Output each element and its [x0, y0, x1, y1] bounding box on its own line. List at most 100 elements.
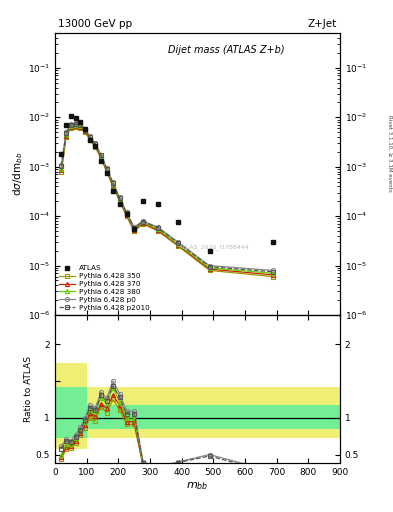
Pythia 6.428 p0	[110, 179, 115, 185]
Pythia 6.428 p0	[88, 133, 92, 139]
Pythia 6.428 p0	[83, 126, 88, 132]
Pythia 6.428 380	[59, 166, 64, 172]
Pythia 6.428 370	[124, 212, 129, 218]
Pythia 6.428 350	[88, 137, 92, 143]
Line: Pythia 6.428 p2010: Pythia 6.428 p2010	[59, 122, 275, 274]
Pythia 6.428 p2010	[93, 141, 97, 147]
Pythia 6.428 350	[124, 213, 129, 219]
Pythia 6.428 p2010	[104, 165, 109, 172]
ATLAS	[104, 170, 109, 176]
Pythia 6.428 370	[104, 167, 109, 173]
Text: Dijet mass (ATLAS Z+b): Dijet mass (ATLAS Z+b)	[168, 45, 284, 55]
Text: Z+Jet: Z+Jet	[308, 19, 337, 29]
Pythia 6.428 p0	[132, 224, 136, 230]
Pythia 6.428 p2010	[99, 152, 103, 158]
Pythia 6.428 370	[110, 182, 115, 188]
Pythia 6.428 p2010	[73, 121, 78, 127]
Pythia 6.428 p2010	[88, 134, 92, 140]
ATLAS	[93, 143, 97, 150]
Pythia 6.428 p2010	[64, 130, 68, 136]
Line: ATLAS: ATLAS	[59, 114, 275, 253]
ATLAS	[207, 248, 212, 254]
Pythia 6.428 p0	[104, 165, 109, 171]
ATLAS	[73, 115, 78, 121]
Pythia 6.428 350	[104, 168, 109, 175]
ATLAS	[141, 198, 145, 204]
Pythia 6.428 p0	[176, 239, 180, 245]
Pythia 6.428 p2010	[83, 126, 88, 133]
Pythia 6.428 350	[117, 198, 122, 204]
Pythia 6.428 380	[207, 265, 212, 271]
Pythia 6.428 380	[78, 122, 83, 129]
Pythia 6.428 350	[132, 228, 136, 234]
ATLAS	[124, 211, 129, 217]
ATLAS	[117, 201, 122, 207]
ATLAS	[59, 151, 64, 157]
Pythia 6.428 p2010	[68, 122, 73, 128]
Pythia 6.428 p0	[117, 194, 122, 200]
Pythia 6.428 370	[93, 143, 97, 149]
ATLAS	[156, 201, 160, 207]
Pythia 6.428 p0	[93, 140, 97, 146]
Pythia 6.428 370	[68, 123, 73, 130]
Pythia 6.428 380	[99, 153, 103, 159]
Pythia 6.428 p2010	[59, 163, 64, 169]
Pythia 6.428 380	[88, 135, 92, 141]
ATLAS	[270, 239, 275, 245]
Pythia 6.428 350	[270, 273, 275, 280]
Pythia 6.428 350	[110, 183, 115, 189]
Pythia 6.428 350	[141, 221, 145, 227]
Pythia 6.428 p2010	[78, 122, 83, 129]
Pythia 6.428 p0	[64, 129, 68, 135]
ATLAS	[176, 219, 180, 225]
Y-axis label: Ratio to ATLAS: Ratio to ATLAS	[24, 356, 33, 422]
Pythia 6.428 p0	[141, 218, 145, 224]
Pythia 6.428 350	[156, 228, 160, 234]
Pythia 6.428 370	[207, 266, 212, 272]
Text: ATLAS_2020_I1788444: ATLAS_2020_I1788444	[179, 245, 250, 250]
Pythia 6.428 380	[83, 127, 88, 133]
Text: Rivet 3.1.10, ≥ 3.1M events: Rivet 3.1.10, ≥ 3.1M events	[387, 115, 392, 192]
Pythia 6.428 p0	[78, 121, 83, 127]
Pythia 6.428 p2010	[117, 195, 122, 201]
Pythia 6.428 p2010	[124, 210, 129, 216]
ATLAS	[83, 126, 88, 132]
Pythia 6.428 350	[176, 243, 180, 249]
Pythia 6.428 370	[88, 136, 92, 142]
Pythia 6.428 p0	[73, 120, 78, 126]
Pythia 6.428 p0	[207, 263, 212, 269]
Pythia 6.428 370	[83, 128, 88, 134]
Pythia 6.428 p2010	[132, 225, 136, 231]
Pythia 6.428 370	[64, 133, 68, 139]
Pythia 6.428 370	[156, 227, 160, 233]
Text: 13000 GeV pp: 13000 GeV pp	[58, 19, 132, 29]
X-axis label: $m_{bb}$: $m_{bb}$	[186, 480, 209, 492]
ATLAS	[78, 118, 83, 124]
Pythia 6.428 380	[141, 219, 145, 225]
Y-axis label: d$\sigma$/dm$_{bb}$: d$\sigma$/dm$_{bb}$	[11, 152, 25, 196]
Pythia 6.428 380	[68, 122, 73, 129]
Pythia 6.428 p0	[59, 162, 64, 168]
Pythia 6.428 p2010	[141, 219, 145, 225]
Pythia 6.428 p0	[270, 267, 275, 273]
Pythia 6.428 370	[132, 227, 136, 233]
ATLAS	[110, 188, 115, 194]
Pythia 6.428 350	[64, 134, 68, 140]
ATLAS	[99, 158, 103, 164]
Line: Pythia 6.428 350: Pythia 6.428 350	[59, 124, 275, 279]
Pythia 6.428 350	[99, 155, 103, 161]
Line: Pythia 6.428 380: Pythia 6.428 380	[59, 122, 275, 275]
Pythia 6.428 380	[270, 270, 275, 276]
Pythia 6.428 p2010	[270, 269, 275, 275]
Pythia 6.428 p2010	[156, 225, 160, 231]
Pythia 6.428 370	[99, 154, 103, 160]
Pythia 6.428 p0	[156, 224, 160, 230]
Pythia 6.428 370	[117, 197, 122, 203]
Pythia 6.428 380	[156, 226, 160, 232]
Line: Pythia 6.428 370: Pythia 6.428 370	[59, 123, 275, 277]
Pythia 6.428 350	[83, 129, 88, 135]
Legend: ATLAS, Pythia 6.428 350, Pythia 6.428 370, Pythia 6.428 380, Pythia 6.428 p0, Py: ATLAS, Pythia 6.428 350, Pythia 6.428 37…	[57, 263, 152, 314]
Pythia 6.428 370	[73, 122, 78, 129]
ATLAS	[88, 137, 92, 143]
Pythia 6.428 p2010	[176, 240, 180, 246]
